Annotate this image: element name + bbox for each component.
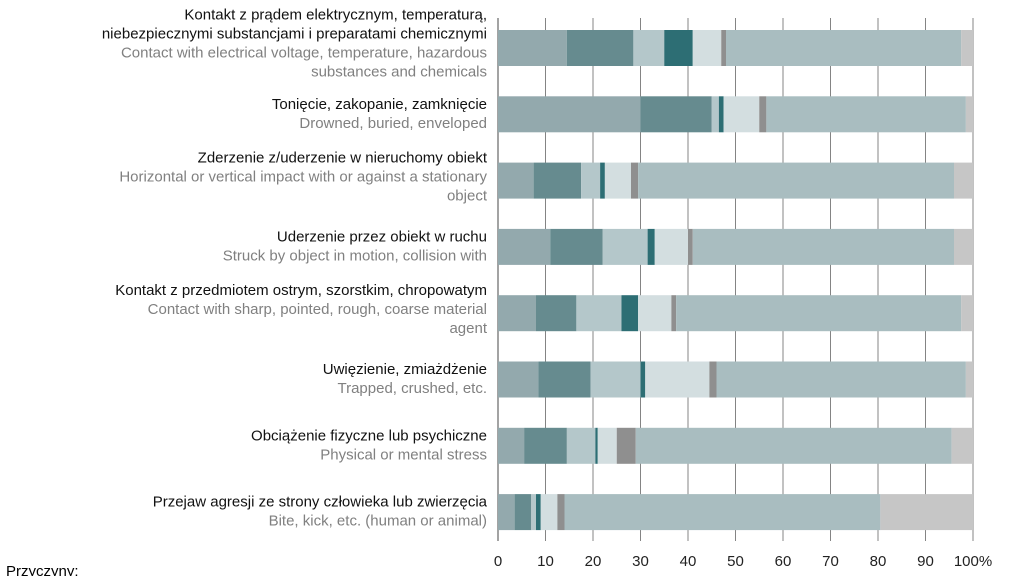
bar-segment: [566, 427, 596, 464]
bar-segment: [536, 295, 577, 332]
category-label: niebezpiecznymi substancjami i preparata…: [102, 25, 487, 42]
bar-segment: [550, 228, 603, 265]
x-tick-label: 100%: [954, 553, 992, 570]
bar-segment: [647, 228, 655, 265]
bar-segment: [640, 96, 712, 133]
bar-segment: [759, 96, 767, 133]
category-label: Uwięzienie, zmiażdżenie: [323, 361, 487, 378]
bar-segment: [645, 361, 710, 398]
bar-segment: [616, 427, 636, 464]
category-label: Zderzenie z/uderzenie w nieruchomy obiek…: [198, 150, 488, 167]
bar-segment: [597, 427, 617, 464]
bar-segment: [498, 228, 551, 265]
bar-segment: [514, 494, 532, 531]
bar-segment: [638, 162, 954, 199]
x-tick-label: 90: [917, 553, 934, 570]
bar-segment: [602, 228, 648, 265]
category-label: Kontakt z przedmiotem ostrym, szorstkim,…: [115, 282, 487, 299]
category-label-en: substances and chemicals: [311, 63, 487, 80]
bar-segment: [951, 427, 973, 464]
bar-segment: [709, 361, 717, 398]
x-tick-label: 50: [727, 553, 744, 570]
bar-segment: [692, 228, 954, 265]
bar-segment: [538, 361, 591, 398]
category-label-en: Physical or mental stress: [320, 446, 487, 463]
bar-segment: [564, 494, 881, 531]
category-label-en: Bite, kick, etc. (human or animal): [269, 513, 487, 530]
bar-segment: [961, 295, 973, 332]
bar-segment: [654, 228, 688, 265]
bar-segment: [711, 96, 719, 133]
bar-segment: [718, 96, 724, 133]
bar-segment: [540, 494, 558, 531]
bar-segment: [557, 494, 565, 531]
bar-segment: [726, 30, 962, 66]
bar-segment: [590, 361, 641, 398]
category-label-en: Drowned, buried, enveloped: [299, 115, 487, 132]
bar-segment: [954, 228, 973, 265]
bar-segment: [498, 361, 539, 398]
bar-segment: [688, 228, 693, 265]
category-label-en: Contact with electrical voltage, tempera…: [121, 44, 487, 61]
bar-segment: [621, 295, 639, 332]
bar-segment: [595, 427, 598, 464]
bar-segment: [581, 162, 601, 199]
bar-segment: [671, 295, 677, 332]
x-tick-label: 70: [822, 553, 839, 570]
bar-segment: [533, 162, 582, 199]
bar-segment: [576, 295, 622, 332]
bar-segment: [880, 494, 973, 531]
bar-segment: [721, 30, 726, 66]
bar-segment: [600, 162, 605, 199]
x-tick-label: 60: [775, 553, 792, 570]
category-label-en: Trapped, crushed, etc.: [337, 380, 487, 397]
bar-segment: [664, 30, 693, 66]
bar-segment: [692, 30, 722, 66]
bar-segment: [631, 162, 639, 199]
bar-segment: [498, 162, 534, 199]
category-label-en: agent: [449, 320, 487, 337]
category-label-en: object: [447, 188, 488, 205]
category-label: Tonięcie, zakopanie, zamknięcie: [272, 96, 487, 113]
x-tick-label: 80: [870, 553, 887, 570]
bar-segment: [965, 96, 973, 133]
category-label-en: Horizontal or vertical impact with or ag…: [119, 169, 487, 186]
bar-segment: [633, 30, 665, 66]
category-label-en: Contact with sharp, pointed, rough, coar…: [148, 301, 487, 318]
bar-segment: [676, 295, 962, 332]
bar-segment: [766, 96, 966, 133]
x-tick-label: 10: [537, 553, 554, 570]
bar-segment: [524, 427, 567, 464]
bar-segment: [498, 96, 641, 133]
category-label-en: Struck by object in motion, collision wi…: [223, 247, 487, 264]
bar-segment: [723, 96, 760, 133]
x-tick-label: 40: [680, 553, 697, 570]
bar-segment: [498, 427, 525, 464]
bar-segment: [498, 30, 567, 66]
legend-title: Przyczyny:: [6, 563, 79, 576]
bar-segment: [954, 162, 973, 199]
bar-segment: [536, 494, 541, 531]
category-label: Przejaw agresji ze strony człowieka lub …: [153, 494, 488, 511]
bar-segment: [498, 494, 515, 531]
bar-segment: [635, 427, 952, 464]
bar-segment: [965, 361, 973, 398]
x-tick-label: 20: [585, 553, 602, 570]
bar-segment: [638, 295, 672, 332]
bar-segment: [716, 361, 966, 398]
category-label: Obciążenie fizyczne lub psychiczne: [251, 427, 487, 444]
category-label: Kontakt z prądem elektrycznym, temperatu…: [184, 6, 487, 23]
bar-segment: [498, 295, 536, 332]
bar-segment: [961, 30, 973, 66]
bar-segment: [531, 494, 536, 531]
x-tick-label: 0: [494, 553, 502, 570]
x-tick-label: 30: [632, 553, 649, 570]
category-label: Uderzenie przez obiekt w ruchu: [277, 228, 487, 245]
bar-segment: [566, 30, 634, 66]
bar-segment: [640, 361, 646, 398]
bar-segment: [604, 162, 631, 199]
